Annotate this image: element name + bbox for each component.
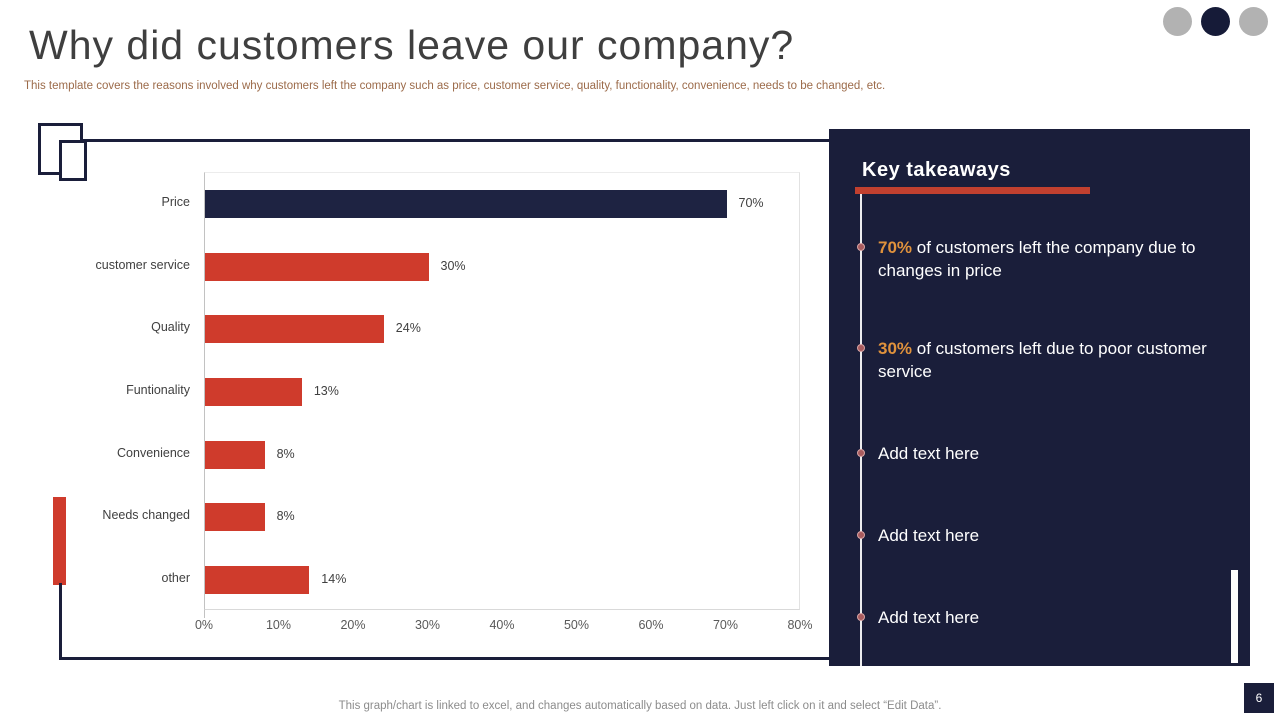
progress-dot-icon bbox=[1239, 7, 1268, 36]
bar-value-label: 24% bbox=[395, 321, 421, 336]
bar-quality[interactable] bbox=[205, 315, 384, 344]
page-number-badge: 6 bbox=[1244, 683, 1274, 713]
x-axis-tick-label: 50% bbox=[563, 618, 590, 632]
bar-chart-category-labels: Price customer service Quality Funtionality… bbox=[30, 172, 197, 610]
slide-progress-dots bbox=[1163, 7, 1268, 36]
x-axis-tick-label: 40% bbox=[489, 618, 515, 632]
bullet-dot-icon bbox=[857, 449, 865, 457]
bar-value-label: 14% bbox=[321, 571, 347, 586]
x-axis-tick-label: 30% bbox=[414, 618, 441, 632]
axis-tick-stub bbox=[204, 610, 205, 618]
frame-top-line bbox=[83, 139, 829, 142]
progress-dot-active-icon bbox=[1201, 7, 1230, 36]
category-label: Funtionality bbox=[126, 383, 190, 397]
x-axis-tick-label: 80% bbox=[787, 618, 813, 632]
bar-needs-changed[interactable] bbox=[205, 503, 265, 532]
takeaway-highlight: 70% bbox=[878, 238, 913, 257]
bullet-dot-icon bbox=[857, 243, 865, 251]
panel-scroll-accent-bar bbox=[1231, 570, 1238, 663]
bar-value-label: 70% bbox=[738, 196, 764, 211]
frame-bottom-line bbox=[59, 657, 830, 660]
category-label: Price bbox=[161, 195, 190, 210]
red-accent-bar bbox=[53, 497, 66, 585]
key-takeaways-panel: Key takeaways 70% of customers left the … bbox=[829, 129, 1250, 666]
bar-convenience[interactable] bbox=[205, 440, 265, 469]
x-axis-tick-label: 60% bbox=[638, 618, 664, 632]
page-subtitle: This template covers the reasons involve… bbox=[24, 80, 886, 92]
bar-funtionality[interactable] bbox=[205, 378, 302, 406]
bullet-dot-icon bbox=[857, 531, 865, 539]
footer-note: This graph/chart is linked to excel, and… bbox=[338, 700, 942, 712]
takeaway-item[interactable]: Add text here bbox=[878, 608, 980, 627]
bullet-dot-icon bbox=[857, 613, 865, 621]
bullet-dot-icon bbox=[857, 344, 865, 352]
heading-underline bbox=[855, 187, 1090, 194]
category-label: Quality bbox=[151, 320, 190, 335]
category-label: Needs changed bbox=[102, 508, 190, 523]
bar-price[interactable] bbox=[205, 190, 727, 219]
page-title: Why did customers leave our company? bbox=[29, 22, 795, 68]
x-axis-ticks: 0% 10% 20% 30% 40% 50% 60% 70% 80% bbox=[195, 618, 813, 636]
takeaway-highlight: 30% bbox=[878, 339, 913, 358]
x-axis-tick-label: 0% bbox=[194, 618, 214, 632]
x-axis-tick-label: 20% bbox=[340, 618, 366, 632]
bullet-timeline-line bbox=[860, 194, 862, 666]
x-axis-tick-label: 10% bbox=[265, 618, 292, 632]
bar-value-label: 8% bbox=[276, 446, 295, 461]
bar-value-label: 8% bbox=[276, 509, 295, 524]
x-axis-tick-label: 70% bbox=[712, 618, 739, 632]
category-label: customer service bbox=[95, 257, 190, 272]
takeaway-item[interactable]: 70% of customers left the company due to… bbox=[878, 238, 1196, 280]
bar-chart[interactable]: 70% 30% 24% 13% 8% 8% 14% bbox=[204, 172, 800, 610]
category-label: Convenience bbox=[117, 445, 190, 460]
bar-value-label: 13% bbox=[313, 384, 339, 398]
takeaway-item[interactable]: Add text here bbox=[878, 444, 980, 463]
frame-left-line bbox=[59, 583, 62, 660]
bar-other[interactable] bbox=[205, 565, 310, 594]
takeaway-item[interactable]: 30% of customers left due to poor custom… bbox=[878, 339, 1207, 381]
progress-dot-icon bbox=[1163, 7, 1192, 36]
bar-value-label: 30% bbox=[440, 258, 466, 273]
category-label: other bbox=[161, 570, 191, 585]
bar-customer-service[interactable] bbox=[205, 252, 429, 281]
key-takeaways-heading: Key takeaways bbox=[862, 159, 1011, 181]
corner-frame-inner-icon bbox=[59, 140, 87, 181]
takeaway-item[interactable]: Add text here bbox=[878, 526, 980, 545]
